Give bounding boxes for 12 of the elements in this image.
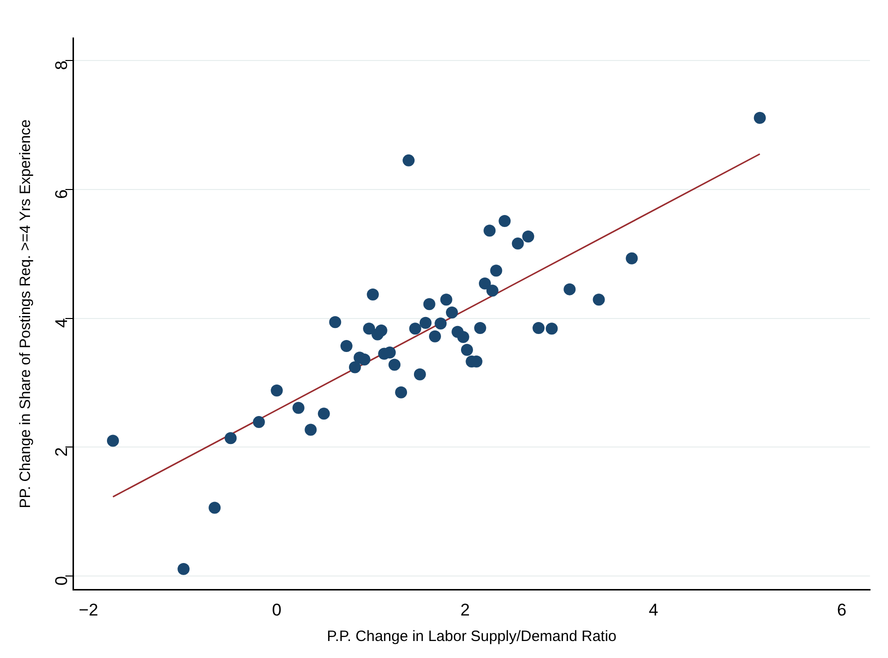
- x-tick-label: 2: [460, 600, 470, 620]
- x-axis-title: P.P. Change in Labor Supply/Demand Ratio: [326, 628, 617, 646]
- x-tick-label: 4: [648, 600, 658, 620]
- x-tick-label: 0: [272, 600, 282, 620]
- y-tick-label: 2: [52, 447, 72, 457]
- x-tick-label: 6: [837, 600, 846, 620]
- y-tick-label: 4: [52, 318, 72, 328]
- y-tick-label: 0: [52, 576, 72, 586]
- x-tick-label: −2: [78, 600, 98, 620]
- y-tick-label: 6: [52, 189, 72, 199]
- y-axis-title: PP. Change in Share of Postings Req. >=4 Yrs Experience: [17, 119, 34, 508]
- y-tick-label: 8: [52, 60, 72, 70]
